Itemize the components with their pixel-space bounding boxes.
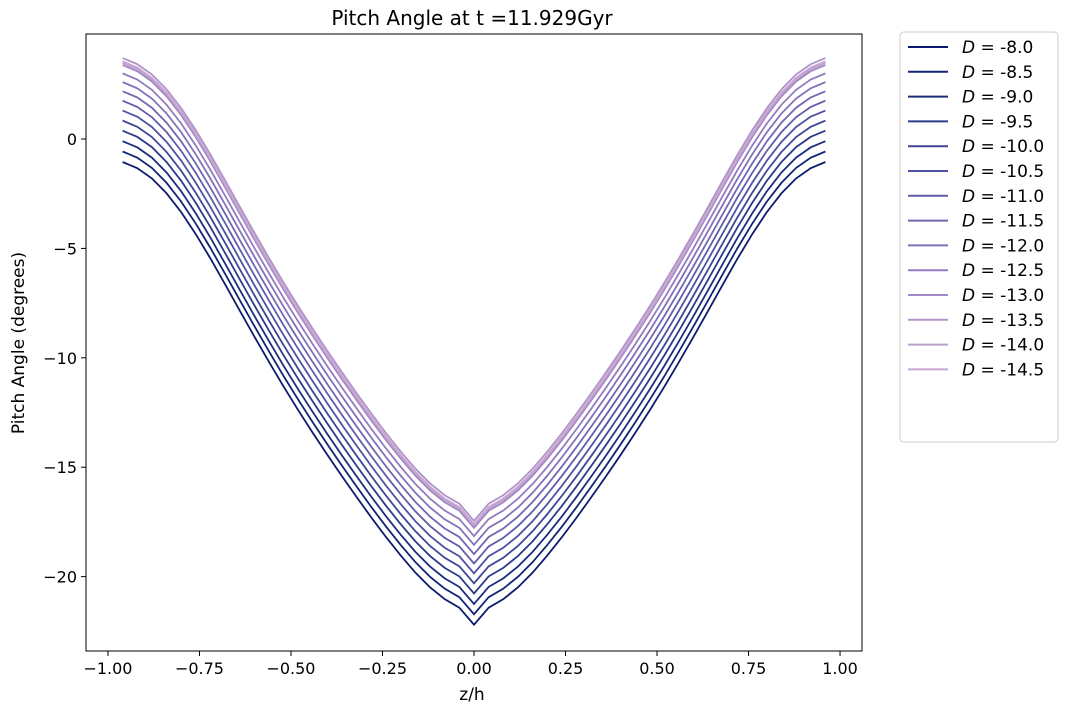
y-tick-label: −10 <box>43 349 77 368</box>
series-lines <box>122 57 826 627</box>
legend-value: = -10.0 <box>975 137 1044 157</box>
legend-label: D = -13.5 <box>962 311 1044 331</box>
legend-value: = -8.0 <box>975 38 1033 58</box>
legend-symbol: D <box>962 360 975 380</box>
legend-item: D = -10.0 <box>908 137 1044 157</box>
legend-label: D = -9.5 <box>962 112 1033 132</box>
series-line-8 <box>122 81 826 547</box>
legend-symbol: D <box>962 38 975 58</box>
legend-symbol: D <box>962 162 975 182</box>
x-tick-label: −0.75 <box>175 659 224 678</box>
x-tick-label: 0.00 <box>456 659 492 678</box>
legend-item: D = -9.0 <box>908 88 1033 108</box>
series-line-3 <box>122 129 826 595</box>
plot-series <box>122 57 826 627</box>
y-axis-label: Pitch Angle (degrees) <box>9 252 29 434</box>
legend-label: D = -11.0 <box>962 187 1044 207</box>
legend-item: D = -10.5 <box>908 162 1044 182</box>
series-line-11 <box>122 57 826 523</box>
series-line-12 <box>122 62 826 528</box>
legend-value: = -9.5 <box>975 112 1033 132</box>
legend-symbol: D <box>962 88 975 108</box>
legend-value: = -13.5 <box>975 311 1044 331</box>
legend-item: D = -8.5 <box>908 63 1033 83</box>
legend-item: D = -12.0 <box>908 236 1044 256</box>
legend-symbol: D <box>962 63 975 83</box>
legend-item: D = -11.0 <box>908 187 1044 207</box>
legend-value: = -8.5 <box>975 63 1033 83</box>
series-line-13 <box>122 60 826 526</box>
y-tick-label: −20 <box>43 568 77 587</box>
plot-frame <box>85 33 863 652</box>
legend-label: D = -12.0 <box>962 236 1044 256</box>
legend-symbol: D <box>962 261 975 281</box>
legend-symbol: D <box>962 336 975 356</box>
legend-item: D = -12.5 <box>908 261 1044 281</box>
series-line-4 <box>122 119 826 585</box>
x-tick-label: −0.25 <box>358 659 407 678</box>
legend-label: D = -14.0 <box>962 336 1044 356</box>
legend-item: D = -14.5 <box>908 360 1044 380</box>
x-tick-label: 1.00 <box>822 659 858 678</box>
legend-symbol: D <box>962 187 975 207</box>
series-line-0 <box>122 161 826 627</box>
y-tick-label: −15 <box>43 458 77 477</box>
legend-value: = -11.5 <box>975 212 1044 232</box>
legend-value: = -12.5 <box>975 261 1044 281</box>
legend-label: D = -13.0 <box>962 286 1044 306</box>
legend-item: D = -13.0 <box>908 286 1044 306</box>
series-line-1 <box>122 150 826 616</box>
legend-value: = -10.5 <box>975 162 1044 182</box>
legend: D = -8.0D = -8.5D = -9.0D = -9.5D = -10.… <box>899 31 1059 443</box>
legend-item: D = -13.5 <box>908 311 1044 331</box>
legend-value: = -12.0 <box>975 236 1044 256</box>
x-tick-label: −1.00 <box>83 659 132 678</box>
y-tick-label: 0 <box>67 130 77 149</box>
x-tick-label: 0.25 <box>548 659 584 678</box>
x-tick-label: 0.50 <box>639 659 675 678</box>
legend-label: D = -8.0 <box>962 38 1033 58</box>
series-line-2 <box>122 140 826 606</box>
chart-title: Pitch Angle at t =11.929Gyr <box>331 6 613 30</box>
series-line-10 <box>122 64 826 530</box>
legend-label: D = -10.5 <box>962 162 1044 182</box>
legend-symbol: D <box>962 137 975 157</box>
legend-label: D = -11.5 <box>962 212 1044 232</box>
legend-symbol: D <box>962 212 975 232</box>
legend-symbol: D <box>962 286 975 306</box>
legend-symbol: D <box>962 112 975 132</box>
y-tick-label: −5 <box>53 239 77 258</box>
legend-value: = -14.5 <box>975 360 1044 380</box>
legend-item: D = -9.5 <box>908 112 1033 132</box>
legend-value: = -14.0 <box>975 336 1044 356</box>
x-tick-label: 0.75 <box>731 659 767 678</box>
legend-item: D = -11.5 <box>908 212 1044 232</box>
legend-label: D = -12.5 <box>962 261 1044 281</box>
legend-box <box>899 31 1059 443</box>
series-line-7 <box>122 90 826 556</box>
legend-item: D = -14.0 <box>908 336 1044 356</box>
series-line-5 <box>122 109 826 575</box>
x-tick-label: −0.50 <box>266 659 315 678</box>
legend-label: D = -14.5 <box>962 360 1044 380</box>
legend-symbol: D <box>962 236 975 256</box>
legend-label: D = -9.0 <box>962 88 1033 108</box>
series-line-6 <box>122 99 826 565</box>
axes: −1.00 −0.75 −0.50 −0.25 0.00 0.25 0.50 0.75 1.00… <box>43 33 863 678</box>
legend-symbol: D <box>962 311 975 331</box>
legend-item: D = -8.0 <box>908 38 1033 58</box>
legend-value: = -13.0 <box>975 286 1044 306</box>
legend-label: D = -10.0 <box>962 137 1044 157</box>
legend-value: = -11.0 <box>975 187 1044 207</box>
legend-label: D = -8.5 <box>962 63 1033 83</box>
series-line-9 <box>122 72 826 538</box>
x-axis-label: z/h <box>459 685 484 705</box>
legend-value: = -9.0 <box>975 88 1033 108</box>
